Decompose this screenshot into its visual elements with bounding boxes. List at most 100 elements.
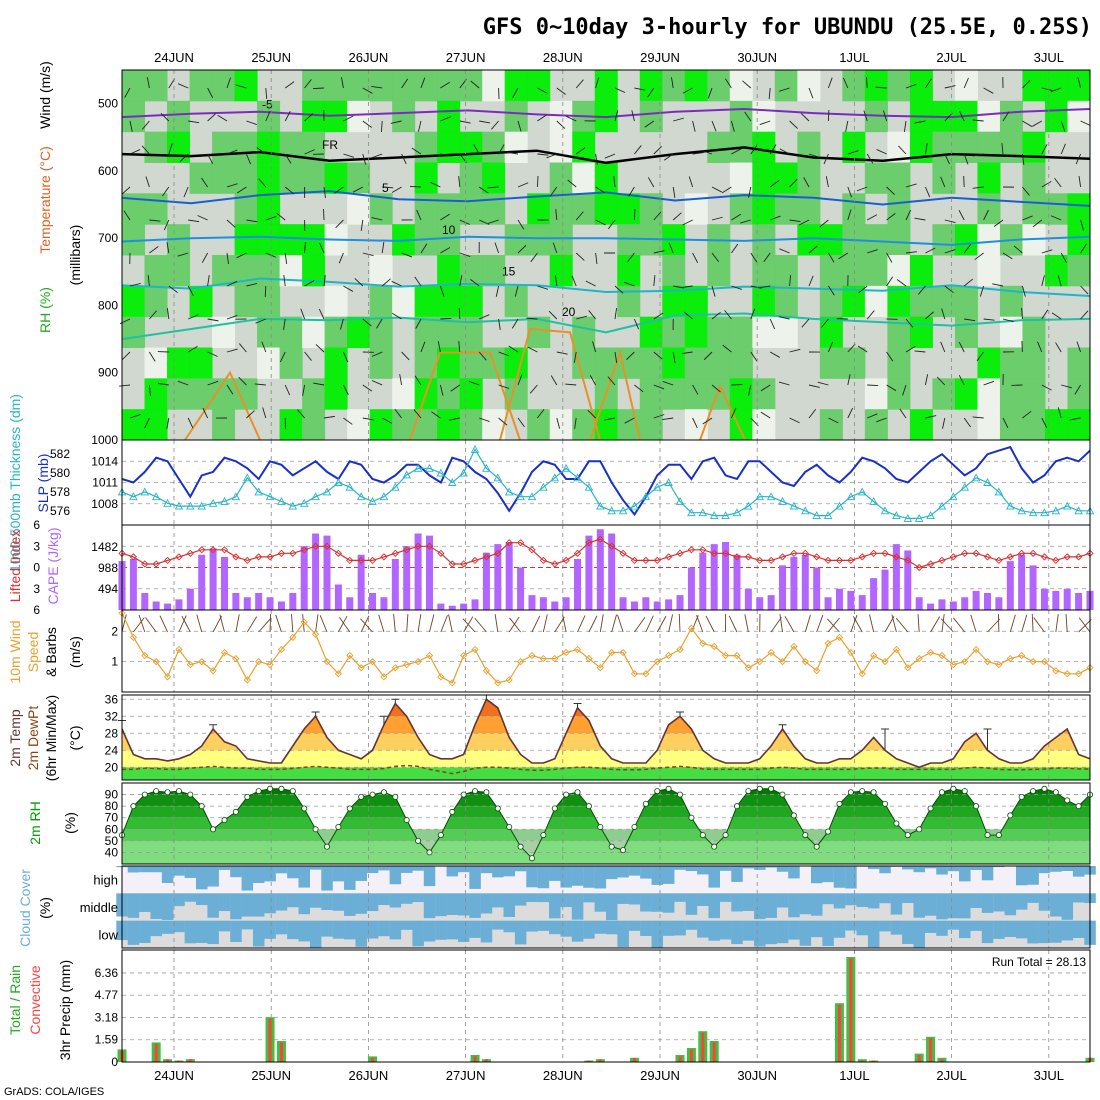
wind-barb: [479, 417, 490, 423]
cloud-cell: [469, 893, 481, 918]
rh-cell: [729, 378, 753, 410]
rh-cell: [1067, 70, 1091, 102]
wind-barb: [537, 87, 548, 94]
rh-cell: [1022, 316, 1046, 348]
rh-cell: [189, 285, 213, 318]
wind-barb: [886, 252, 893, 263]
lifted-index-marker: [1074, 553, 1083, 561]
rh-cell: [774, 193, 798, 225]
wind-barb: [430, 181, 441, 188]
cloud-cell: [856, 920, 869, 936]
wind-barb: [742, 80, 752, 89]
wind-barb: [166, 242, 170, 254]
wind-barb: [160, 112, 170, 122]
wind-barb: [280, 351, 286, 363]
rh-cell: [549, 162, 573, 194]
cloud-cell: [230, 866, 242, 878]
wind-barb: [702, 417, 713, 425]
isotherm-label: -5: [262, 98, 273, 112]
wind-speed-marker: [710, 642, 718, 651]
cloud-cell: [867, 920, 880, 948]
thickness-marker: [937, 501, 947, 510]
cloud-cell: [264, 866, 276, 882]
wind-barb: [1057, 407, 1062, 419]
wind-barb-10m: [319, 615, 328, 633]
rh-cell: [797, 70, 821, 102]
pressure-tick-label: 800: [98, 298, 118, 312]
lifted-index-marker: [767, 556, 775, 565]
wind-barb: [653, 275, 656, 287]
wind-barb: [750, 252, 758, 263]
wind-barb: [672, 186, 676, 198]
cape-bar: [710, 544, 718, 610]
rh-cell: [347, 316, 371, 348]
thickness-marker: [1028, 508, 1038, 517]
wind-barb: [681, 351, 693, 355]
rh2m-marker: [870, 789, 877, 796]
wind-barb: [440, 213, 450, 221]
cloud-cell: [833, 920, 846, 938]
rh-cell: [752, 285, 776, 318]
rh2m-marker: [882, 800, 889, 807]
cape-bar: [574, 559, 582, 610]
rh2m-marker: [380, 789, 387, 796]
wind-barb: [633, 318, 640, 330]
wind-speed-marker: [756, 657, 764, 666]
rh-cell: [572, 347, 596, 379]
wind-speed-marker: [357, 664, 365, 672]
cloud-cell: [287, 920, 299, 940]
cloud-cell: [1004, 893, 1017, 916]
wind-barb: [614, 351, 618, 363]
rh-cell: [887, 224, 911, 256]
wind-speed-marker: [881, 657, 889, 666]
thickness-marker: [914, 513, 924, 522]
rh-cell: [572, 316, 596, 348]
wind-barb: [439, 285, 445, 297]
wind-barb: [420, 243, 428, 254]
wind-barb: [124, 87, 131, 98]
rh-cell: [684, 193, 708, 225]
rh-cell: [347, 100, 371, 133]
rh-cell: [122, 224, 146, 256]
cloud-cell: [514, 866, 527, 872]
cloud-cell: [890, 920, 903, 935]
wind-barb: [903, 120, 907, 132]
rh-cell: [369, 70, 393, 102]
cloud-cell: [697, 920, 709, 938]
wind-barb: [177, 380, 189, 386]
precip-convective-bar: [268, 1018, 272, 1062]
cape-bar: [357, 554, 365, 610]
lifted-index-marker: [995, 556, 1003, 565]
isotherm-line: [121, 312, 1091, 341]
cloud-cell: [309, 866, 322, 870]
cloud-cell: [788, 920, 800, 940]
cape-bar: [220, 556, 228, 610]
cloud-cell: [423, 920, 436, 942]
cape-bar: [995, 597, 1003, 610]
wind-barb: [886, 186, 895, 195]
rh-cell: [977, 100, 1001, 133]
wind-barb: [1002, 111, 1010, 122]
rh-cell: [482, 70, 506, 102]
thickness-marker: [857, 487, 867, 496]
wind-barb: [226, 315, 238, 320]
cloud-cell: [879, 893, 891, 904]
rh-cell: [459, 409, 483, 441]
thickness-marker: [539, 482, 548, 491]
lifted-index-marker: [573, 549, 582, 557]
rh-cell: [459, 378, 483, 410]
rh-cell: [504, 285, 528, 318]
lifted-index-marker: [687, 546, 696, 554]
rh2m-marker: [449, 808, 456, 815]
wind-barb: [944, 285, 954, 294]
rh-cell: [999, 409, 1023, 441]
rh2m-marker: [961, 788, 968, 795]
wind-barb: [838, 252, 849, 260]
wind-speed-marker: [1018, 651, 1026, 660]
cloud-cell: [913, 866, 925, 873]
cloud-cell: [879, 920, 891, 932]
cloud-cell: [252, 866, 265, 883]
wind-barb: [1041, 275, 1045, 287]
rh2m-marker: [472, 788, 479, 795]
cloud-cell: [810, 893, 823, 916]
